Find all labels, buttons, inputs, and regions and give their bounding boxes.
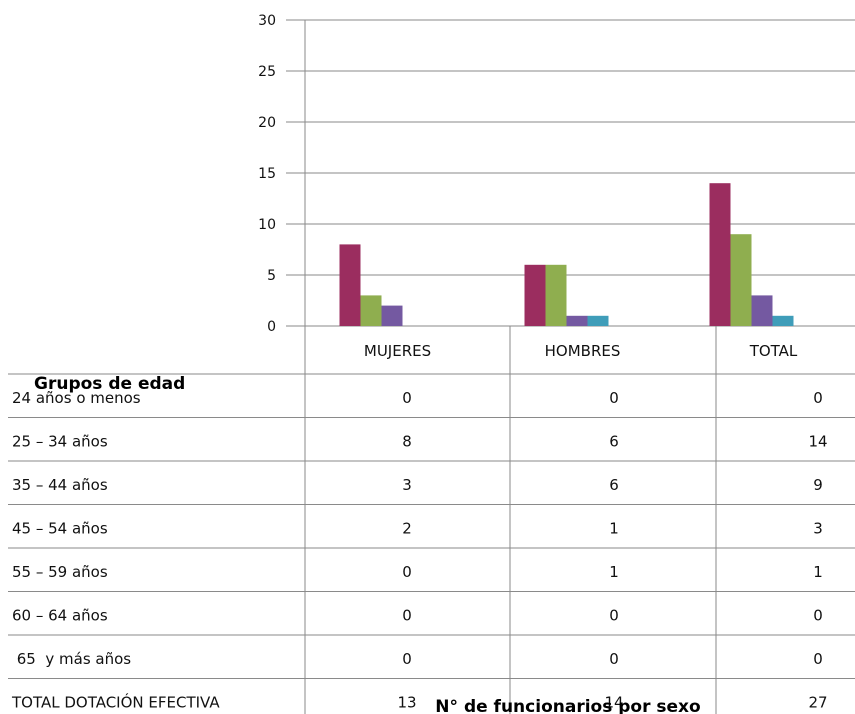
bar-hombres-series-1 (524, 264, 546, 326)
category-label-hombres: HOMBRES (545, 342, 621, 360)
table-cell: 6 (609, 433, 619, 451)
table-cell: 0 (609, 607, 619, 625)
category-label-total: TOTAL (749, 342, 798, 360)
bar-mujeres-series-2 (360, 295, 382, 326)
table-cell: 27 (808, 694, 827, 712)
bar-mujeres-series-3 (381, 305, 403, 326)
row-label: 55 – 59 años (12, 563, 108, 581)
table-cell: 0 (402, 607, 412, 625)
row-label: TOTAL DOTACIÓN EFECTIVA (11, 693, 220, 712)
table-cell: 0 (813, 650, 823, 668)
table-cell: 1 (609, 563, 619, 581)
y-tick-label: 10 (258, 217, 276, 233)
table-cell: 0 (813, 607, 823, 625)
table-cell: 0 (402, 563, 412, 581)
row-label: 45 – 54 años (12, 520, 108, 538)
table-cell: 13 (397, 694, 416, 712)
row-label: 60 – 64 años (12, 607, 108, 625)
table-cell: 3 (402, 476, 412, 494)
bar-total-series-3 (751, 295, 773, 326)
row-label: 24 años o menos (12, 389, 141, 407)
table-cell: 14 (604, 694, 623, 712)
gridlines (286, 19, 855, 327)
row-label: 65 y más años (12, 650, 131, 668)
bar-hombres-series-4 (587, 315, 609, 326)
table-cell: 0 (402, 650, 412, 668)
category-label-mujeres: MUJERES (364, 342, 431, 360)
table-cell: 0 (402, 389, 412, 407)
bar-mujeres-series-1 (339, 244, 361, 326)
bar-hombres-series-3 (566, 315, 588, 326)
y-axis-ticks: 0 5 10 15 20 25 30 (258, 13, 276, 335)
row-label: 35 – 44 años (12, 476, 108, 494)
table-cell: 1 (813, 563, 823, 581)
bar-total-series-1 (709, 183, 731, 326)
table-cell: 0 (813, 389, 823, 407)
table-cell: 9 (813, 476, 823, 494)
data-table: MUJERES HOMBRES TOTAL 24 años o menos 0 0 0 25 … (8, 326, 855, 714)
table-cell: 14 (808, 433, 827, 451)
y-tick-label: 20 (258, 115, 276, 131)
table-header: Grupos de edad (34, 374, 185, 394)
y-tick-label: 5 (267, 268, 276, 284)
y-tick-label: 25 (258, 64, 276, 80)
table-cell: 8 (402, 433, 412, 451)
bar-hombres-series-2 (545, 264, 567, 326)
y-tick-label: 15 (258, 166, 276, 182)
table-cell: 6 (609, 476, 619, 494)
bar-total-series-2 (730, 234, 752, 326)
table-cell: 2 (402, 520, 412, 538)
y-tick-label: 30 (258, 13, 276, 29)
table-cell: 3 (813, 520, 823, 538)
row-label: 25 – 34 años (12, 433, 108, 451)
bar-total-series-4 (772, 315, 794, 326)
table-cell: 1 (609, 520, 619, 538)
y-tick-label: 0 (267, 319, 276, 335)
bars (339, 183, 794, 326)
table-cell: 0 (609, 650, 619, 668)
table-cell: 0 (609, 389, 619, 407)
x-axis-label: N° de funcionarios por sexo (435, 697, 700, 714)
